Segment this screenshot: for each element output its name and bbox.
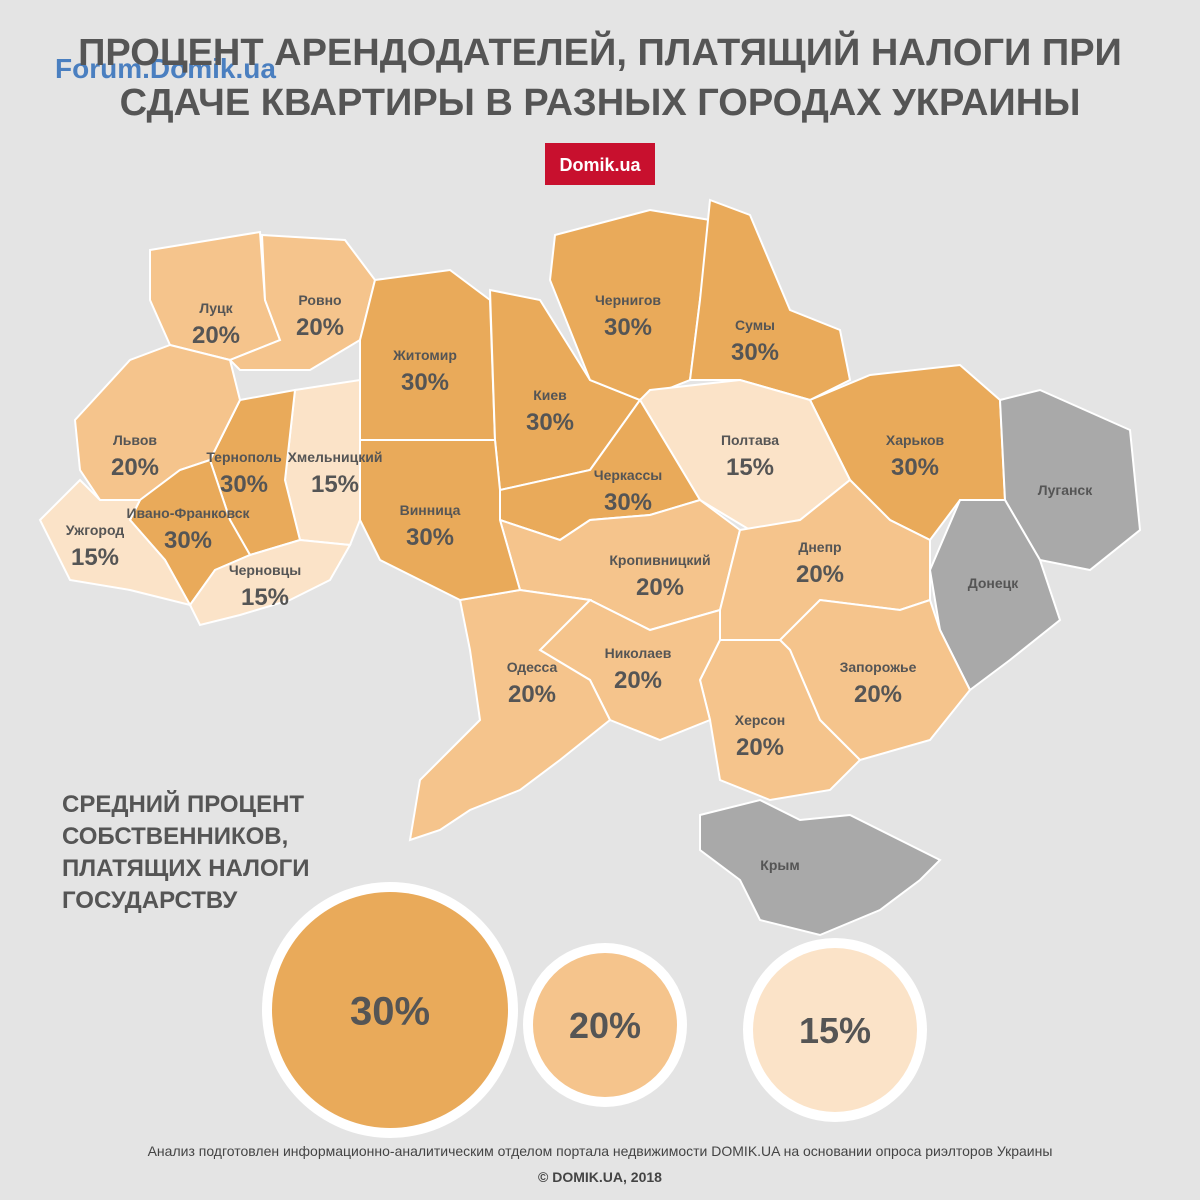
footer-note: Анализ подготовлен информационно-аналити…	[148, 1143, 1053, 1159]
region-name: Запорожье	[840, 659, 917, 675]
region-name: Чернигов	[595, 292, 661, 308]
region-value: 20%	[854, 681, 902, 708]
legend-bubble	[753, 948, 917, 1112]
region-value: 30%	[604, 314, 652, 341]
title-line: СДАЧЕ КВАРТИРЫ В РАЗНЫХ ГОРОДАХ УКРАИНЫ	[120, 82, 1081, 124]
region-value: 20%	[111, 454, 159, 481]
region-name: Полтава	[721, 432, 779, 448]
region-name: Крым	[760, 857, 799, 873]
badge-text: Domik.ua	[559, 155, 641, 175]
region	[38, 478, 192, 607]
region-name: Ровно	[298, 292, 341, 308]
region	[688, 198, 852, 402]
logo: Forum.Domik.ua	[55, 53, 276, 84]
region-name: Николаев	[605, 645, 672, 661]
region-name: Донецк	[968, 575, 1020, 591]
region-name: Тернополь	[206, 449, 282, 465]
region	[408, 588, 612, 842]
region-name: Днепр	[798, 539, 841, 555]
badge	[545, 143, 655, 185]
region-name: Херсон	[735, 712, 785, 728]
region-name: Ивано-Франковск	[126, 505, 250, 521]
region-name: Одесса	[507, 659, 558, 675]
legend-title: СРЕДНИЙ ПРОЦЕНТ	[62, 790, 304, 818]
region	[228, 233, 377, 371]
region-value: 30%	[401, 369, 449, 396]
region-value: 15%	[71, 544, 119, 571]
region-value: 30%	[604, 489, 652, 516]
region-value: 30%	[220, 471, 268, 498]
region-name: Винница	[400, 502, 461, 518]
region-name: Черкассы	[594, 467, 663, 483]
region-value: 20%	[508, 681, 556, 708]
region-name: Черновцы	[229, 562, 301, 578]
footer-copyright: © DOMIK.UA, 2018	[538, 1169, 662, 1185]
region-value: 30%	[164, 527, 212, 554]
region-name: Киев	[533, 387, 567, 403]
region	[359, 439, 522, 602]
region	[188, 538, 352, 627]
map: Луцк 20% Ровно 20% Житомир 30% Киев 30% Чернигов…	[38, 198, 1142, 937]
region-name: Житомир	[392, 347, 457, 363]
legend-title: СОБСТВЕННИКОВ,	[62, 823, 288, 850]
region-value: 30%	[406, 524, 454, 551]
region	[699, 798, 942, 937]
region-name: Сумы	[735, 317, 775, 333]
region-value: 20%	[636, 574, 684, 601]
region-value: 20%	[296, 314, 344, 341]
region-value: 15%	[241, 584, 289, 611]
legend: СРЕДНИЙ ПРОЦЕНТ СОБСТВЕННИКОВ, ПЛАТЯЩИХ НА…	[62, 790, 927, 1138]
region-value: 20%	[736, 734, 784, 761]
region-name: Харьков	[886, 432, 945, 448]
region-value: 15%	[311, 471, 359, 498]
legend-label: 30%	[350, 989, 430, 1033]
region-value: 30%	[731, 339, 779, 366]
region-value: 30%	[526, 409, 574, 436]
region-value: 20%	[796, 561, 844, 588]
region-value: 20%	[192, 322, 240, 349]
title-line: ПРОЦЕНТ АРЕНДОДАТЕЛЕЙ, ПЛАТЯЩИЙ НАЛОГИ П…	[78, 29, 1122, 74]
legend-title: ГОСУДАРСТВУ	[62, 887, 238, 914]
legend-title: ПЛАТЯЩИХ НАЛОГИ	[62, 855, 310, 882]
region-value: 15%	[726, 454, 774, 481]
legend-bubble	[272, 892, 508, 1128]
legend-label: 15%	[799, 1010, 871, 1051]
region-name: Луганск	[1038, 482, 1093, 498]
region-value: 20%	[614, 667, 662, 694]
legend-label: 20%	[569, 1005, 641, 1046]
region-name: Ужгород	[66, 522, 125, 538]
legend-bubble	[533, 953, 677, 1097]
region-name: Кропивницкий	[609, 552, 710, 568]
region-name: Луцк	[199, 300, 233, 316]
region-name: Львов	[113, 432, 157, 448]
region-value: 30%	[891, 454, 939, 481]
region-name: Хмельницкий	[288, 449, 383, 465]
